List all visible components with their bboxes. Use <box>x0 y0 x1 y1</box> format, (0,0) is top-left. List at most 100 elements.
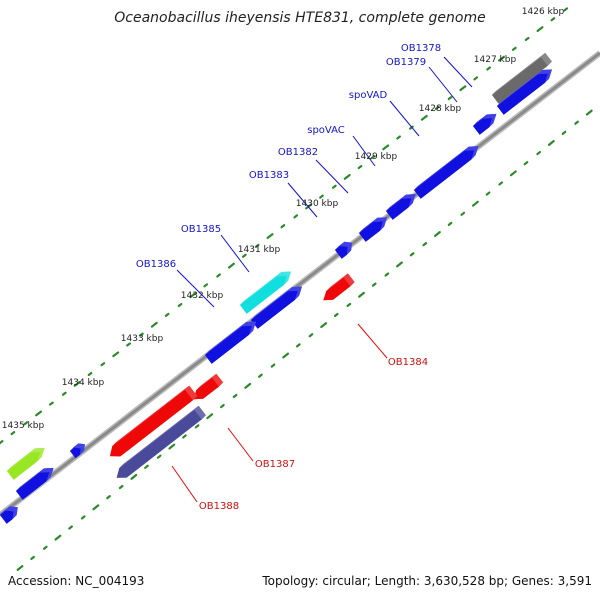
gene-label: OB1388 <box>199 501 239 512</box>
gene-OB1382 <box>359 217 388 242</box>
gene-side-face <box>277 271 291 277</box>
tick-mark-outer <box>358 291 365 298</box>
gene-OB1387 <box>110 385 198 457</box>
gene-label: OB1379 <box>386 57 426 68</box>
kbp-label: 1427 kbp <box>474 55 517 65</box>
gene-side-face <box>119 405 199 469</box>
gene-forward-edge <box>0 506 18 524</box>
tick-mark-outer <box>206 413 214 420</box>
leader-line <box>315 159 349 194</box>
gene-front-face <box>193 377 219 400</box>
gene-side-face <box>251 287 293 320</box>
gene-side-face <box>248 321 256 335</box>
leader-line <box>220 234 250 273</box>
tick-mark-inner <box>420 114 428 121</box>
gene-forward-small <box>70 443 85 459</box>
gene-OB1387-small <box>193 373 224 400</box>
gene-OB1385 <box>251 286 302 329</box>
tick-mark-inner <box>473 76 479 81</box>
gene-side-face <box>185 385 198 401</box>
gene-side-face <box>471 146 479 160</box>
tick-mark-outer <box>384 272 390 277</box>
tick-mark-outer <box>270 363 276 368</box>
tick-mark-outer <box>68 525 73 530</box>
gene-OB1388 <box>116 405 206 478</box>
tick-mark-outer <box>460 211 466 216</box>
gene-front-face <box>116 410 202 478</box>
gene-side-face <box>288 286 302 292</box>
gene-side-face <box>414 146 469 190</box>
tick-mark-inner <box>497 55 505 62</box>
tick-mark-outer <box>182 434 187 439</box>
tick-mark-inner <box>177 302 183 308</box>
gene-label: OB1382 <box>278 147 318 158</box>
gene-side-face <box>464 146 479 151</box>
tick-mark-outer <box>232 393 238 399</box>
gene-side-face <box>380 217 388 231</box>
gene-front-face <box>492 57 548 104</box>
tick-mark-outer <box>244 382 252 389</box>
tick-mark-outer <box>498 181 504 186</box>
tick-mark-inner <box>536 26 544 33</box>
tick-mark-outer <box>308 333 314 338</box>
kbp-label: 1429 kbp <box>355 152 398 162</box>
tick-mark-outer <box>547 139 555 146</box>
tick-mark-inner <box>293 214 299 219</box>
kbp-label: 1434 kbp <box>62 378 105 388</box>
gene-name-labels: OB1378 OB1379 spoVAD spoVAC OB1382 OB1383 OB13… <box>136 43 441 512</box>
tick-mark-outer <box>295 343 301 348</box>
gene-side-face <box>205 322 247 355</box>
gene-side-face <box>242 321 256 327</box>
tick-mark-outer <box>346 302 352 307</box>
gene-side-face <box>74 443 85 449</box>
gene-side-face <box>386 194 406 211</box>
tick-mark-inner <box>10 431 16 436</box>
gene-front-face <box>386 198 412 220</box>
tick-mark-inner <box>150 321 158 328</box>
tick-mark-outer <box>118 484 124 490</box>
tick-mark-outer <box>471 200 479 207</box>
gene-side-face <box>196 373 217 391</box>
kbp-label: 1435 kbp <box>2 421 45 431</box>
gene-side-face <box>12 507 18 520</box>
tick-mark-outer <box>561 130 567 135</box>
gene-front-face <box>473 118 493 135</box>
tick-mark-inner <box>23 421 29 426</box>
gene-front-face <box>335 246 348 259</box>
gene-spoVAD <box>414 146 479 199</box>
tick-mark-inner <box>319 194 324 199</box>
tick-mark-inner <box>280 224 286 229</box>
tick-mark-outer <box>80 515 86 520</box>
kbp-label: 1430 kbp <box>296 199 339 209</box>
tick-mark-outer <box>485 191 491 196</box>
gene-front-face <box>70 447 81 459</box>
gene-OB1383 <box>335 241 352 259</box>
leader-line <box>357 323 388 359</box>
gene-label: spoVAC <box>307 125 345 136</box>
tick-mark-inner <box>254 243 260 248</box>
gene-label: OB1384 <box>388 357 428 368</box>
kbp-label: 1433 kbp <box>121 334 164 344</box>
gene-side-face <box>497 70 543 106</box>
gene-label: OB1387 <box>255 459 295 470</box>
gene-side-face <box>212 373 224 387</box>
gene-label: spoVAD <box>349 90 388 101</box>
gene-side-face <box>326 273 348 292</box>
tick-marks <box>0 7 593 571</box>
gene-OB1378 <box>497 69 552 115</box>
tick-mark-inner <box>563 7 569 12</box>
gene-side-face <box>112 385 190 447</box>
gene-front-face <box>0 510 14 524</box>
gene-front-face <box>205 325 252 364</box>
gene-label: OB1383 <box>249 170 289 181</box>
genome-backbone-core <box>0 51 600 517</box>
gene-side-face <box>37 447 45 462</box>
tick-mark-outer <box>220 403 225 409</box>
gene-features <box>0 52 552 524</box>
gene-side-face <box>373 217 388 222</box>
genome-summary: Topology: circular; Length: 3,630,528 bp… <box>262 574 592 588</box>
gene-side-face <box>283 271 291 285</box>
tick-mark-inner <box>550 17 556 22</box>
